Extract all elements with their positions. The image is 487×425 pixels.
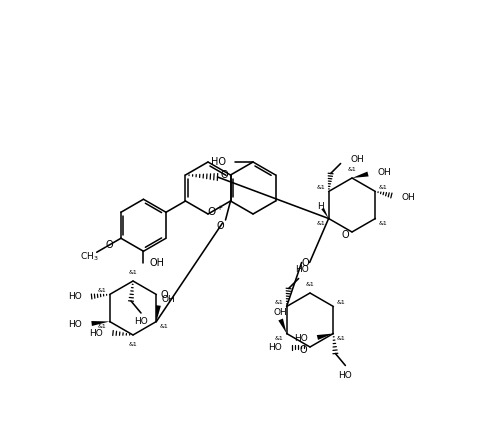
Text: OH: OH [401,193,415,202]
Polygon shape [321,208,329,218]
Text: &1: &1 [275,335,283,340]
Text: O: O [105,240,112,250]
Polygon shape [92,321,110,326]
Text: O$^+$: O$^+$ [207,204,225,218]
Text: HO: HO [68,292,82,301]
Text: &1: &1 [275,300,283,304]
Text: O: O [341,230,349,240]
Text: O: O [299,345,307,355]
Polygon shape [156,305,161,321]
Text: HO: HO [294,334,307,343]
Text: OH: OH [161,295,175,304]
Text: &1: &1 [97,287,106,292]
Text: O: O [302,258,309,267]
Text: OH: OH [274,308,287,317]
Text: CH$_3$: CH$_3$ [80,250,99,263]
Text: HO: HO [338,371,352,380]
Text: &1: &1 [337,300,346,304]
Polygon shape [278,318,287,334]
Text: &1: &1 [317,221,325,226]
Text: OH: OH [378,167,392,176]
Text: &1: &1 [129,342,137,346]
Text: O: O [217,221,225,231]
Text: &1: &1 [379,221,388,226]
Text: HO: HO [295,265,308,274]
Text: OH: OH [150,258,165,268]
Text: &1: &1 [317,184,325,190]
Text: O: O [161,289,168,300]
Text: &1: &1 [160,323,169,329]
Text: HO: HO [268,343,282,351]
Text: &1: &1 [306,281,315,286]
Text: HO: HO [134,317,148,326]
Text: &1: &1 [97,323,106,329]
Text: HO: HO [211,157,226,167]
Text: HO: HO [68,320,82,329]
Text: &1: &1 [337,335,346,340]
Text: OH: OH [351,155,364,164]
Text: HO: HO [89,329,103,337]
Text: &1: &1 [129,269,137,275]
Text: &1: &1 [379,184,388,190]
Text: O: O [221,170,228,180]
Polygon shape [352,172,369,178]
Polygon shape [317,334,334,340]
Text: &1: &1 [348,167,356,172]
Text: H: H [317,202,324,211]
